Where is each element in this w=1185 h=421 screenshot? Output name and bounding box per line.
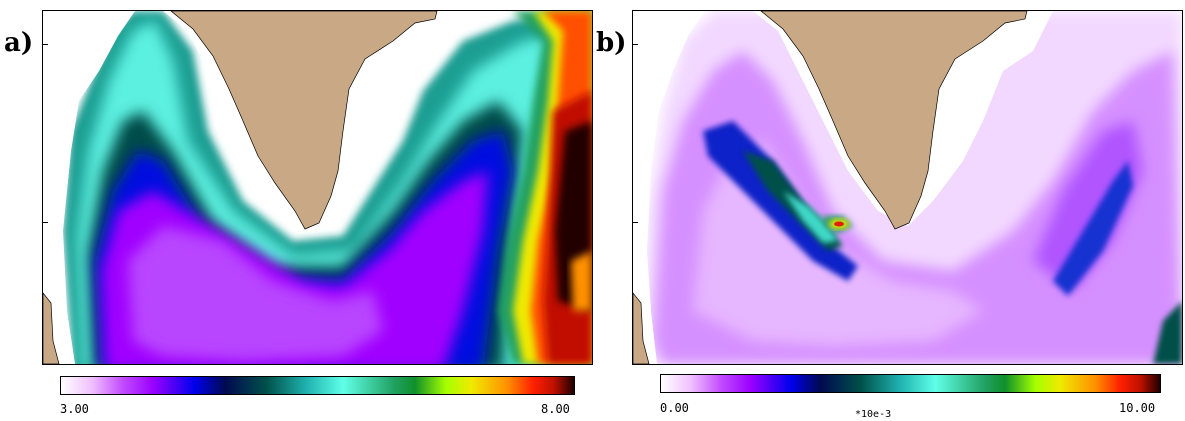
nodata-west-a <box>43 11 135 364</box>
axis-tick <box>42 222 48 223</box>
land-africa-a <box>43 292 60 364</box>
map-b-svg <box>633 11 1182 364</box>
axis-tick <box>632 222 638 223</box>
land-india-b <box>760 11 1028 230</box>
colorbar-b <box>660 374 1161 393</box>
map-panel-a <box>42 10 593 365</box>
map-a-svg <box>43 11 592 364</box>
colorbar-a-min: 3.00 <box>60 402 89 416</box>
colorbar-b-max: 10.00 <box>1119 401 1156 415</box>
land-india-a <box>170 11 438 230</box>
panel-b-label: b) <box>596 28 627 58</box>
colorbar-a <box>60 376 575 395</box>
nodata-west-b <box>633 11 705 364</box>
field-layer-b <box>643 11 1182 364</box>
colorbar-a-max: 8.00 <box>541 402 570 416</box>
colorbar-b-unit: *10e-3 <box>855 409 892 420</box>
map-panel-b <box>632 10 1183 365</box>
colorbar-b-min: 0.00 <box>660 401 689 415</box>
field-layer-a <box>63 11 592 364</box>
panel-a-label: a) <box>4 28 34 58</box>
axis-tick <box>632 44 638 45</box>
axis-tick <box>42 44 48 45</box>
land-africa-b <box>633 292 650 364</box>
